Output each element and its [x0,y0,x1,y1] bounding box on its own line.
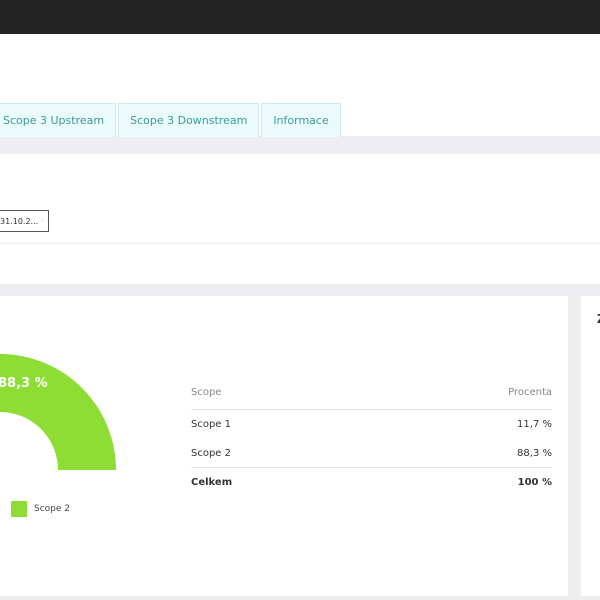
legend-label-scope2: Scope 2 [34,504,71,514]
donut-segment-scope2[interactable] [0,354,116,470]
donut-value-label: 88,3 % [0,376,48,391]
row-scope: Scope 1 [191,419,232,430]
tab-scope3-upstream[interactable]: Scope 3 Upstream [0,103,117,137]
total-label: Celkem [191,477,233,488]
header-scope: Scope [191,387,222,398]
row-percent: 88,3 % [517,447,552,459]
scope-tabs: Scope 3 Upstream Scope 3 Downstream Info… [0,103,343,137]
scope-donut-chart: 88,3 % [0,354,116,470]
table-header: Scope Procenta [191,376,552,410]
filter-divider [0,243,600,244]
emissions-chart-card: 88,3 % Scope 2 Scope Procenta Scope 1 11… [0,296,568,596]
tab-informace[interactable]: Informace [261,103,341,137]
filter-card [0,154,600,284]
side-card-title: Z [597,312,600,326]
legend-swatch-scope2[interactable] [11,501,27,517]
top-bar [0,0,600,34]
date-value: 31.10.2... [0,216,39,226]
date-to-input[interactable]: 31.10.2... [0,210,49,232]
header-percent: Procenta [508,387,552,398]
scope-percent-table: Scope Procenta Scope 1 11,7 % Scope 2 88… [191,376,552,497]
tab-scope3-downstream[interactable]: Scope 3 Downstream [118,103,260,137]
row-scope: Scope 2 [191,447,232,459]
calendar-icon[interactable] [42,217,43,225]
row-percent: 11,7 % [517,419,552,430]
side-card: Z [581,296,600,596]
chart-legend: Scope 2 [11,501,70,517]
table-row: Scope 1 11,7 % [191,410,552,439]
total-percent: 100 % [517,477,552,488]
table-row: Scope 2 88,3 % [191,439,552,468]
table-total-row: Celkem 100 % [191,468,552,497]
